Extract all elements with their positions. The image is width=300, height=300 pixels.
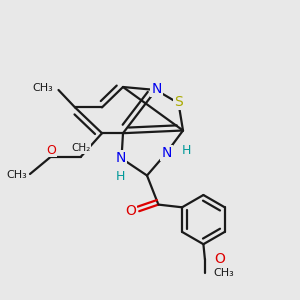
Text: S: S [174,95,183,109]
Text: H: H [116,170,126,183]
Text: H: H [182,143,191,157]
Text: N: N [116,151,126,165]
Text: O: O [125,204,136,218]
Text: N: N [161,146,172,160]
Text: O: O [214,252,225,266]
Text: CH₃: CH₃ [6,169,27,180]
Text: O: O [46,143,56,157]
Text: CH₃: CH₃ [213,268,234,278]
Text: CH₂: CH₂ [71,143,91,153]
Text: CH₃: CH₃ [32,82,53,93]
Text: N: N [152,82,162,96]
